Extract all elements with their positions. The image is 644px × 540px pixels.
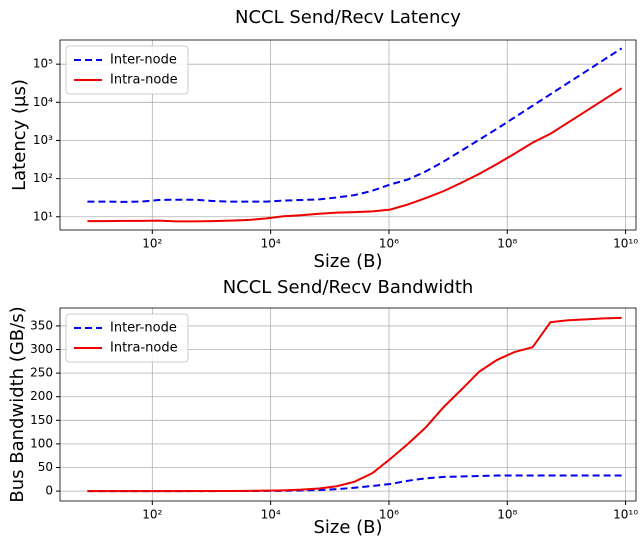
x-axis-label: Size (B) [313,517,382,538]
y-tick-label: 350 [30,318,53,332]
y-axis-label: Bus Bandwidth (GB/s) [7,306,28,502]
y-tick-label: 50 [38,460,53,474]
x-axis-label: Size (B) [313,251,382,272]
legend-label: Inter-node [110,321,177,336]
legend-label: Intra-node [110,341,178,356]
y-tick-label: 100 [30,436,53,450]
y-tick-label: 150 [30,413,53,427]
plot-frame [59,39,637,231]
y-tick-label: 300 [30,342,53,356]
x-tick-label: 10¹⁰ [613,508,638,522]
legend-label: Inter-node [110,53,177,68]
y-tick-label: 250 [30,366,53,380]
y-tick-label: 10⁵ [33,57,53,71]
chart-title: NCCL Send/Recv Bandwidth [223,277,474,298]
y-tick-label: 10² [33,171,53,185]
data-line [87,87,623,223]
x-tick-label: 10² [142,237,162,251]
legend-box [65,45,189,95]
chart-title: NCCL Send/Recv Latency [235,7,461,28]
x-tick-label: 10¹⁰ [613,237,638,251]
y-axis-label: Latency (µs) [9,79,30,191]
y-tick-label: 10³ [33,133,53,147]
x-tick-label: 10⁶ [379,237,399,251]
plot-frame [59,307,637,502]
x-tick-label: 10⁸ [497,508,517,522]
x-tick-label: 10⁶ [379,508,399,522]
y-tick-label: 10⁴ [33,95,53,109]
y-tick-label: 10¹ [33,209,53,223]
x-tick-label: 10² [142,508,162,522]
x-tick-label: 10⁴ [261,508,281,522]
x-tick-label: 10⁴ [261,237,281,251]
legend-label: Intra-node [110,73,178,88]
y-tick-label: 0 [45,484,53,498]
data-line [87,316,622,493]
legend-box [65,313,189,363]
x-tick-label: 10⁸ [497,237,517,251]
data-line [87,474,622,493]
y-tick-label: 200 [30,389,53,403]
data-line [87,47,623,203]
